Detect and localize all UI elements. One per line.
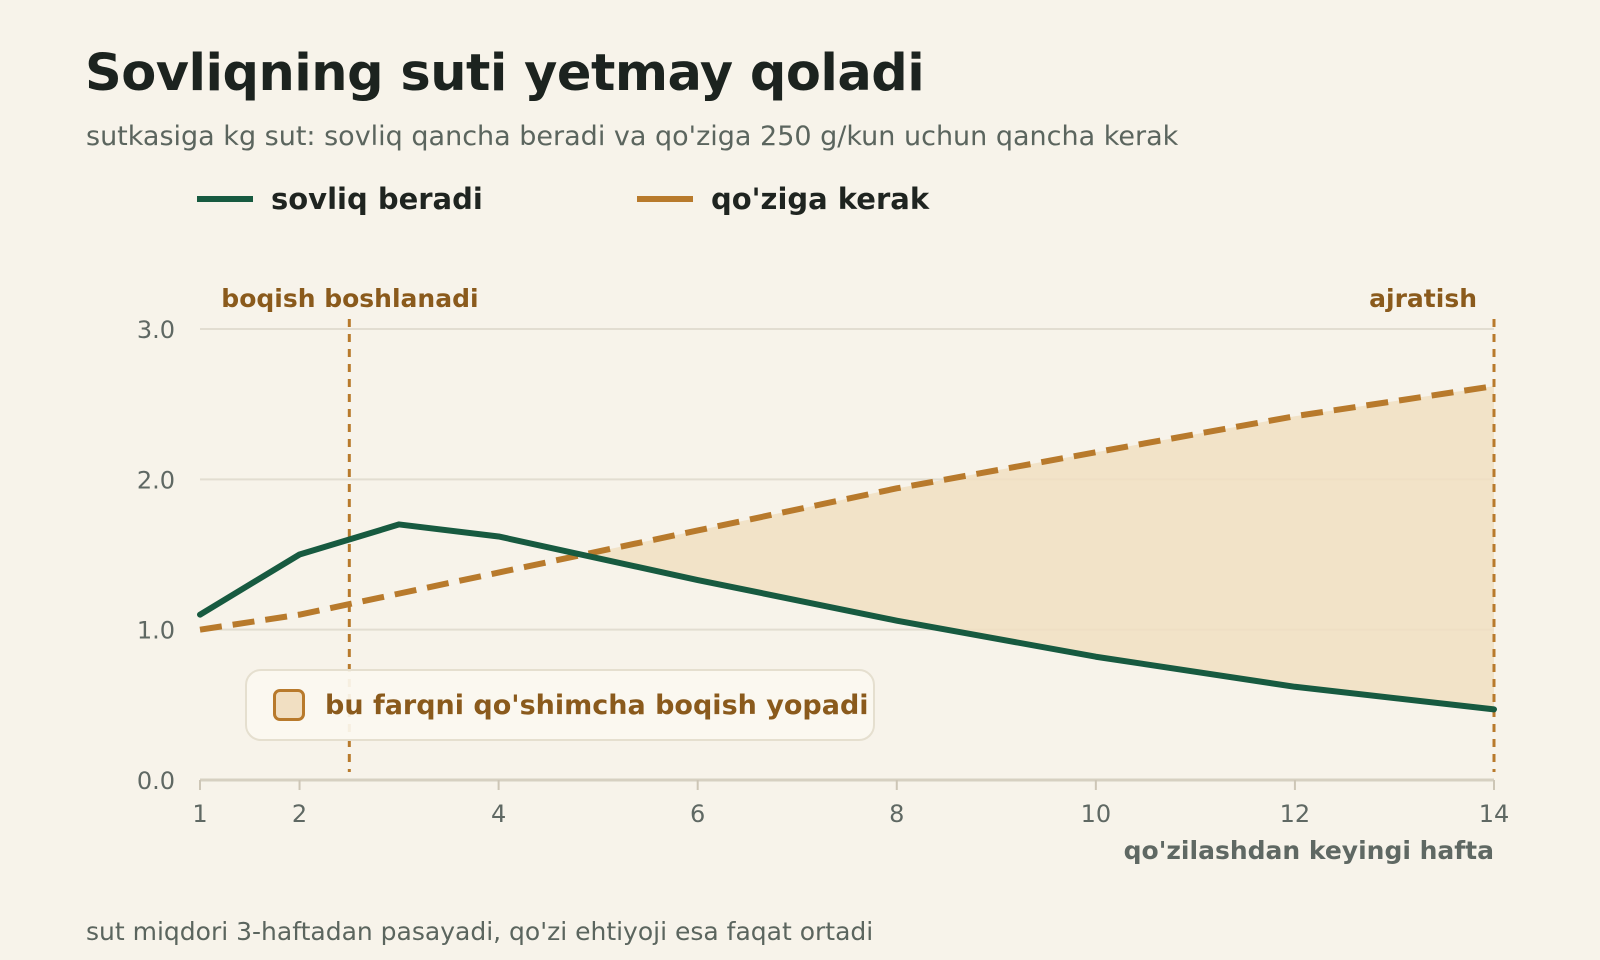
- y-tick-label-1: 1.0: [137, 617, 175, 645]
- marker-label-0: boqish boshlanadi: [221, 284, 478, 313]
- x-tick-label-6: 12: [1280, 800, 1311, 828]
- chart-subtitle: sutkasiga kg sut: sovliq qancha beradi v…: [86, 121, 1179, 152]
- legend-swatch-need: [637, 196, 693, 202]
- x-tick-label-3: 6: [690, 800, 705, 828]
- series-line-need: [199, 383, 1495, 633]
- y-tick-label-3: 3.0: [137, 316, 175, 344]
- gap-annotation-label: bu farqni qo'shimcha boqish yopadi: [325, 689, 869, 721]
- legend-label-need: qo'ziga kerak: [711, 182, 930, 216]
- x-tick-label-1: 2: [292, 800, 307, 828]
- legend-label-supply: sovliq beradi: [271, 182, 483, 216]
- y-tick-label-2: 2.0: [137, 466, 175, 494]
- x-axis-title: qo'zilashdan keyingi hafta: [1124, 836, 1494, 865]
- x-tick-label-0: 1: [192, 800, 207, 828]
- marker-label-1: ajratish: [1369, 284, 1477, 313]
- x-tick-label-4: 8: [889, 800, 904, 828]
- gap-annotation: bu farqni qo'shimcha boqish yopadi: [245, 669, 875, 741]
- legend-item-supply: sovliq beradi: [197, 182, 483, 216]
- y-tick-label-0: 0.0: [137, 767, 175, 795]
- chart-title: Sovliqning suti yetmay qoladi: [85, 44, 925, 103]
- gap-swatch: [273, 689, 305, 721]
- legend-item-need: qo'ziga kerak: [637, 182, 929, 216]
- chart-footnote: sut miqdori 3-haftadan pasayadi, qo'zi e…: [86, 917, 874, 946]
- x-tick-label-5: 10: [1081, 800, 1112, 828]
- legend: sovliq beradi qo'ziga kerak: [0, 182, 1600, 222]
- x-tick-label-7: 14: [1479, 800, 1510, 828]
- x-tick-label-2: 4: [491, 800, 506, 828]
- series-line-supply: [197, 521, 1497, 713]
- legend-swatch-supply: [197, 196, 253, 202]
- gap-area: [583, 386, 1494, 710]
